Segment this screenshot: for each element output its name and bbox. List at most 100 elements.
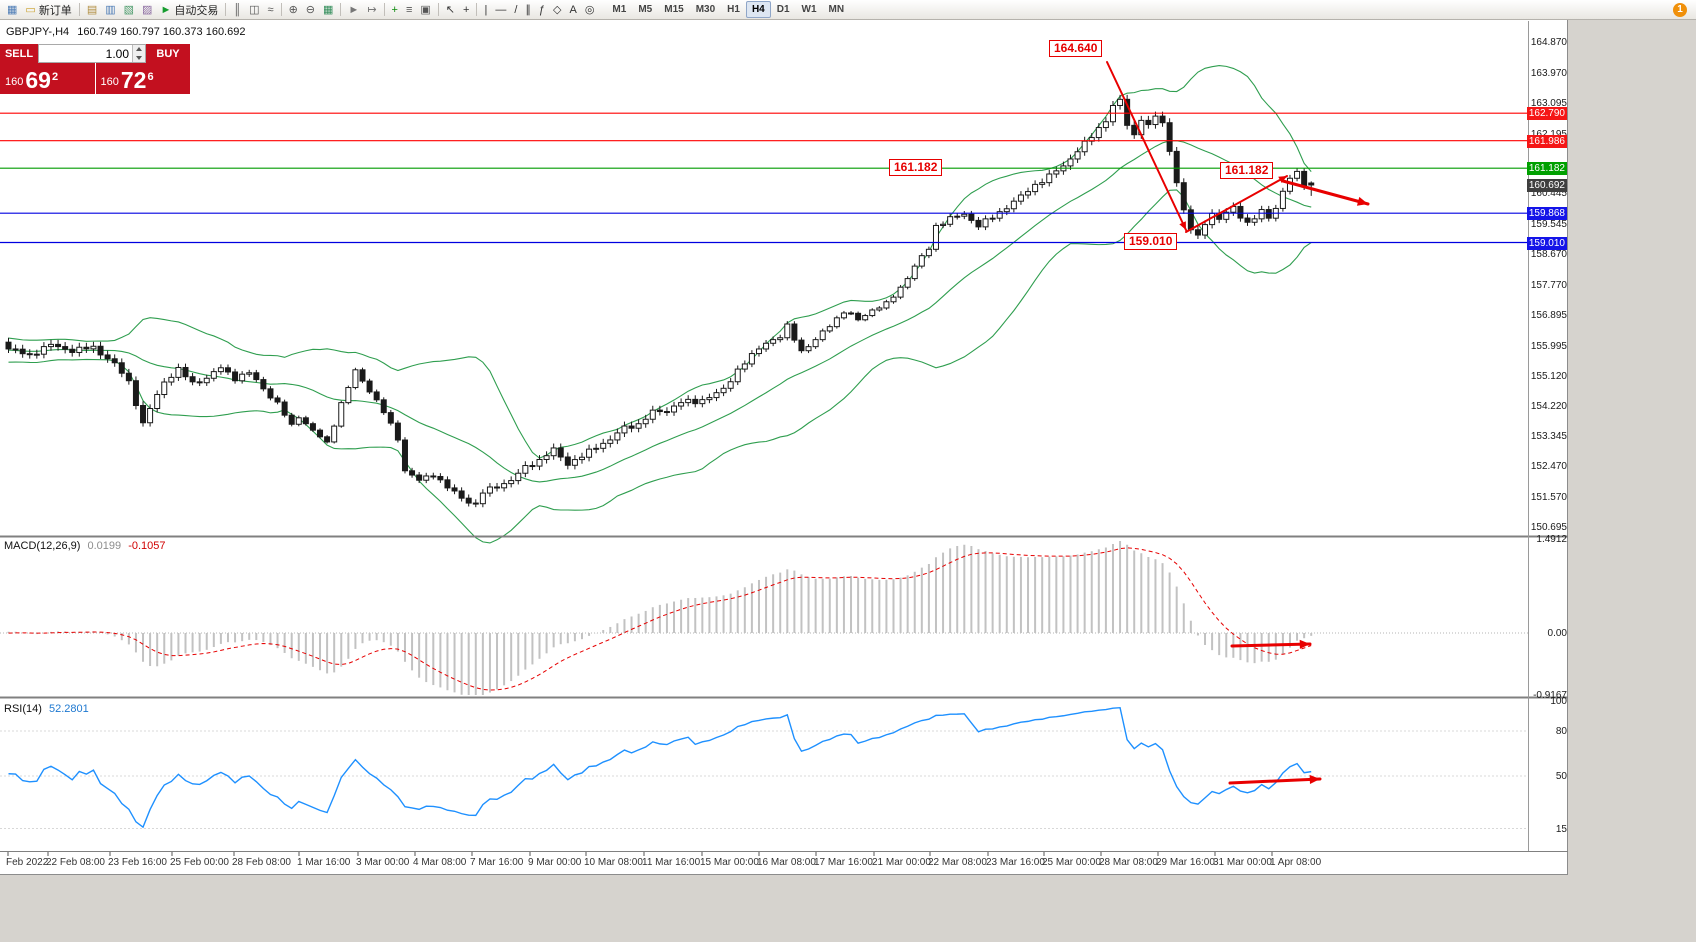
volume-decrease-button[interactable]: [133, 53, 145, 62]
new-order-button[interactable]: ▭ 新订单: [21, 1, 75, 19]
charts-list-icon[interactable]: ▤: [83, 1, 101, 19]
bar-chart-icon: ║: [233, 3, 242, 16]
buy-button[interactable]: BUY: [146, 44, 190, 63]
time-axis-label: 23 Mar 16:00: [986, 857, 1045, 868]
text-icon[interactable]: A: [565, 1, 580, 19]
trendline-icon[interactable]: /: [510, 1, 521, 19]
workspace-background: [1569, 20, 1696, 942]
price-axis-label: 155.120: [1530, 370, 1567, 382]
price-annotation-label[interactable]: 159.010: [1124, 233, 1178, 250]
price-annotation-label[interactable]: 161.182: [1220, 162, 1274, 179]
timeframe-h4-button[interactable]: H4: [745, 1, 771, 18]
macd-scale-label: 1.4912: [1536, 534, 1567, 545]
timeframe-h1-button[interactable]: H1: [727, 4, 740, 15]
time-axis-label: 15 Mar 00:00: [700, 857, 759, 868]
sell-price-big: 69: [25, 67, 51, 93]
timeframe-d1-button[interactable]: D1: [776, 4, 790, 15]
price-axis-label: 161.986: [1526, 134, 1567, 148]
fibonacci-icon: ƒ: [538, 3, 545, 16]
zoom-out-icon[interactable]: ⊖: [302, 1, 319, 19]
macd-indicator-label: MACD(12,26,9) 0.0199 -0.1057: [4, 540, 166, 552]
price-axis-label: 156.895: [1530, 309, 1567, 321]
market-watch-icon[interactable]: ▥: [101, 1, 119, 19]
shapes-icon[interactable]: ◇: [549, 1, 565, 19]
price-axis[interactable]: 164.870 163.970 163.095 162.195 162.790 161.9…: [1526, 20, 1568, 852]
time-axis[interactable]: Feb 2022 22 Feb 08:00 23 Feb 16:00 25 Feb 0…: [0, 852, 1568, 875]
indicators-icon[interactable]: +: [388, 1, 402, 19]
crosshair-icon[interactable]: +: [459, 1, 473, 19]
crosshair-icon: +: [463, 3, 470, 16]
arrows-icon[interactable]: ◎: [581, 1, 599, 19]
candlestick-chart-icon[interactable]: ◫: [245, 1, 263, 19]
chart-window[interactable]: [0, 20, 1568, 875]
vertical-line-icon: |: [484, 3, 488, 16]
notification-badge[interactable]: 1: [1673, 2, 1687, 17]
periods-icon[interactable]: ≡: [402, 1, 416, 19]
price-axis-label: 159.868: [1526, 207, 1567, 221]
volume-field[interactable]: 1.00: [38, 44, 146, 63]
price-axis-label: 161.182: [1526, 162, 1567, 176]
timeframe-m30-button[interactable]: M30: [695, 4, 716, 15]
time-axis-label: Feb 2022: [6, 857, 49, 868]
buy-price-button[interactable]: 160 72 6: [95, 63, 190, 94]
zoom-in-icon: ⊕: [288, 3, 298, 16]
toolbar-separator: [476, 3, 478, 16]
toolbar-separator: [340, 3, 342, 16]
autotrading-button-icon: ►: [160, 3, 172, 16]
time-axis-label: 11 Mar 16:00: [642, 857, 701, 868]
vertical-line-icon[interactable]: |: [480, 1, 491, 19]
navigator-icon[interactable]: ▨: [138, 1, 156, 19]
main-toolbar: ▦ ▭ 新订单 ▤ ▥ ▧ ▨ ► 自动交易 ║ ◫ ≈ ⊕ ⊖ ▦ ► ↦ + ≡ ▣ ↖ + | — / ∥ ƒ ◇ A ◎ M1 M5…: [0, 0, 1696, 20]
one-click-trading-panel: SELL 1.00 BUY 160 69 2 160 72 6: [0, 44, 190, 94]
chart-shift-icon[interactable]: ↦: [363, 1, 380, 19]
time-axis-label: 1 Apr 08:00: [1270, 857, 1322, 868]
rsi-panel-resize-handle[interactable]: [0, 695, 1568, 700]
new-chart-icon[interactable]: ▦: [3, 1, 21, 19]
rsi-indicator-label: RSI(14) 52.2801: [4, 703, 89, 715]
bar-chart-icon[interactable]: ║: [229, 1, 245, 19]
data-window-icon: ▧: [123, 3, 135, 16]
price-annotation-label[interactable]: 161.182: [889, 159, 943, 176]
sell-price-button[interactable]: 160 69 2: [0, 63, 95, 94]
sell-price-sup: 2: [51, 71, 59, 83]
autotrading-button[interactable]: ► 自动交易: [156, 1, 222, 19]
arrows-icon: ◎: [584, 3, 595, 16]
rsi-value: 52.2801: [48, 703, 89, 715]
volume-increase-button[interactable]: [133, 45, 145, 54]
sell-button[interactable]: SELL: [0, 44, 38, 63]
zoom-out-icon: ⊖: [305, 3, 316, 16]
price-axis-label: 164.870: [1530, 37, 1567, 48]
timeframe-m5-button[interactable]: M5: [638, 4, 653, 15]
fibonacci-icon[interactable]: ƒ: [535, 1, 549, 19]
price-axis-label: 162.195: [1531, 128, 1567, 141]
templates-icon[interactable]: ▣: [416, 1, 434, 19]
line-chart-icon[interactable]: ≈: [264, 1, 278, 19]
macd-scale-label: -0.9167: [1533, 690, 1567, 701]
toolbar-separator: [78, 3, 80, 16]
price-axis-label: 158.670: [1530, 249, 1567, 261]
sell-price-prefix: 160: [5, 76, 24, 88]
cursor-icon: ↖: [445, 3, 456, 16]
zoom-in-icon[interactable]: ⊕: [285, 1, 302, 19]
macd-panel-resize-handle[interactable]: [0, 534, 1568, 539]
market-watch-icon: ▥: [105, 3, 116, 16]
symbol-ohlc: 160.749 160.797 160.373 160.692: [77, 26, 246, 38]
time-axis-label: 31 Mar 00:00: [1213, 857, 1272, 868]
timeframe-m15-button[interactable]: M15: [664, 4, 684, 15]
auto-scroll-icon[interactable]: ►: [344, 1, 363, 19]
time-axis-label: 28 Mar 08:00: [1099, 857, 1158, 868]
data-window-icon[interactable]: ▧: [120, 1, 138, 19]
cursor-icon[interactable]: ↖: [442, 1, 459, 19]
channel-icon[interactable]: ∥: [521, 1, 535, 19]
toolbar-separator: [225, 3, 227, 16]
timeframe-mn-button[interactable]: MN: [828, 4, 845, 15]
tile-windows-icon[interactable]: ▦: [319, 1, 337, 19]
time-axis-label: 23 Feb 16:00: [108, 857, 167, 868]
timeframe-w1-button[interactable]: W1: [801, 4, 817, 15]
time-axis-label: 10 Mar 08:00: [584, 857, 643, 868]
time-axis-label: 1 Mar 16:00: [297, 857, 351, 868]
horizontal-line-icon[interactable]: —: [491, 1, 510, 19]
price-annotation-label[interactable]: 164.640: [1049, 40, 1103, 57]
timeframe-m1-button[interactable]: M1: [612, 4, 627, 15]
